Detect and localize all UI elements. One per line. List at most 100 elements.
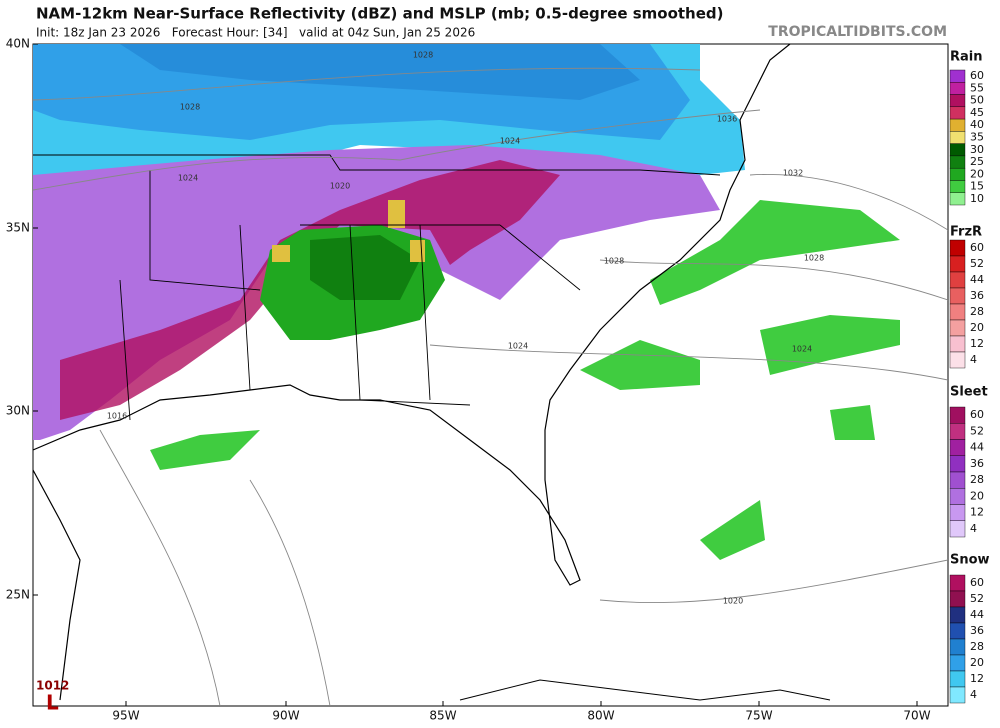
legend-swatch [949,319,966,337]
legend-tick: 28 [970,640,984,653]
lon-label: 70W [903,709,930,723]
legend-swatch [949,455,966,473]
lon-label: 90W [272,709,299,723]
legend-swatch [949,155,966,169]
isobar-label: 1028 [804,254,824,263]
legend-swatch [949,439,966,456]
isobar-label: 1016 [107,412,127,421]
legend-tick: 35 [970,131,984,144]
legend-tick: 60 [970,241,984,254]
lon-label: 75W [745,709,772,723]
map-area: 1012 L [32,43,949,715]
low-pressure: 1012 [36,679,69,693]
isobar-label: 1028 [180,103,200,112]
subtitle: Init: 18z Jan 23 2026 Forecast Hour: [34… [36,26,475,40]
legend-swatch [949,686,966,704]
rain-offshore [150,200,900,560]
legend-tick: 10 [970,192,984,205]
isobar-label: 1024 [500,137,520,146]
isobar-label: 1032 [783,169,803,178]
lat-label: 35N [6,221,30,235]
title: NAM-12km Near-Surface Reflectivity (dBZ)… [36,5,724,23]
legend-swatch [949,94,966,108]
legend-tick: 52 [970,592,984,605]
brand: TROPICALTIDBITS.COM [768,24,947,40]
legend-tick: 20 [970,489,984,502]
legend-tick: 15 [970,180,984,193]
legend-swatch [949,590,966,608]
legend-swatch [949,606,966,624]
legend-tick: 12 [970,506,984,519]
legend-tick: 44 [970,273,984,286]
legend-title: FrzR [950,225,982,240]
legend-tick: 60 [970,69,984,82]
rain-heavy [272,200,425,262]
isobar-label: 1024 [178,174,198,183]
legend-swatch [949,303,966,321]
legend-swatch [949,423,966,440]
legend-tick: 60 [970,576,984,589]
legend-tick: 52 [970,257,984,270]
legend-tick: 12 [970,672,984,685]
isobars [33,67,948,706]
lon-label: 85W [429,709,456,723]
legend-swatch [949,69,966,83]
legend-tick: 36 [970,457,984,470]
legend-swatch [949,638,966,656]
legend-tick: 52 [970,424,984,437]
legend-swatch [949,180,966,193]
legend-swatch [949,239,966,257]
legend-swatch [949,106,966,120]
rain-core [310,235,420,300]
legend-tick: 20 [970,321,984,334]
isobar-label: 1020 [330,182,350,191]
legend-tick: 44 [970,441,984,454]
legend-tick: 36 [970,624,984,637]
legend-swatch [949,406,966,424]
legend-title: Rain [950,50,983,65]
legend-swatch [949,471,966,489]
legend-swatch [949,622,966,640]
legend-swatch [949,131,966,144]
coastline-mexico [33,469,81,701]
legend-title: Sleet [950,385,988,400]
isobar-label: 1028 [413,51,433,60]
coastline [33,44,791,586]
lat-label: 40N [6,37,30,51]
isobar-label: 1036 [717,115,737,124]
lat-label: 30N [6,404,30,418]
snow-heavy [120,44,640,100]
legend-tick: 44 [970,608,984,621]
isobar-label: 1020 [723,597,743,606]
legend-tick: 40 [970,118,984,131]
legend-tick: 30 [970,143,984,156]
legend-tick: 20 [970,167,984,180]
isobar-label: 1024 [508,342,528,351]
legend-swatch [949,488,966,505]
legend-tick: 12 [970,337,984,350]
legend-swatch [949,143,966,157]
legend-swatch [949,167,966,181]
cuba [459,679,831,701]
map-layers [33,44,948,706]
lon-label: 95W [112,709,139,723]
legend-swatch [949,271,966,289]
lon-label: 80W [587,709,614,723]
legend-tick: 50 [970,94,984,107]
state-borders [33,154,721,421]
legend-title: Snow [950,553,990,568]
legend-tick: 55 [970,81,984,94]
legend-tick: 45 [970,106,984,119]
low-symbol: L [46,691,59,715]
legend-swatch [949,335,966,353]
legend-swatch [949,351,966,369]
legend-tick: 4 [970,688,977,701]
legend-tick: 4 [970,353,977,366]
legend-tick: 28 [970,305,984,318]
legend-swatch [949,255,966,273]
legend-swatch [949,192,966,206]
isobar-label: 1024 [792,345,812,354]
legend-swatch [949,574,966,592]
